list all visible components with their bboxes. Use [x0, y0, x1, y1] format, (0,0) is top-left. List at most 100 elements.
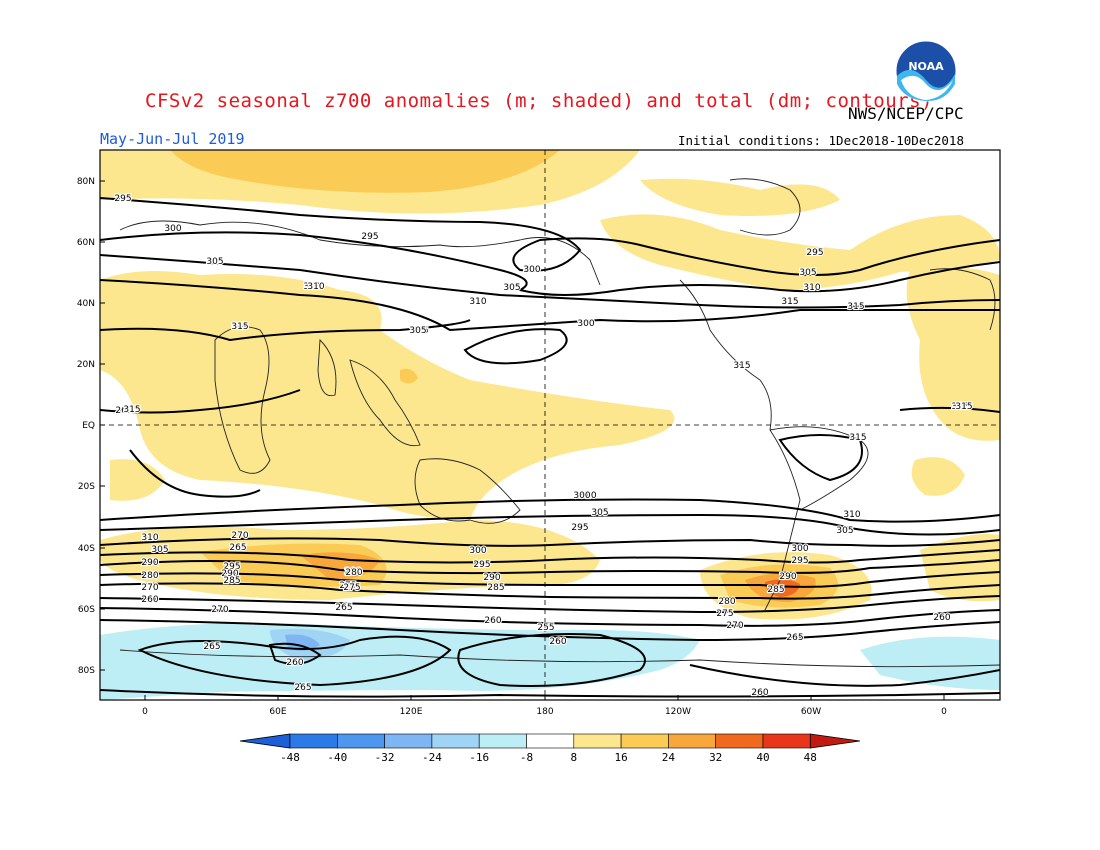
contour-label: 285 [223, 576, 240, 586]
contour-label: 270 [211, 605, 228, 615]
contour-label: 260 [286, 658, 303, 668]
contour-label: 305 [151, 545, 168, 555]
colorbar-label: 40 [756, 751, 769, 764]
colorbar-label: -48 [280, 751, 300, 764]
season-label: May-Jun-Jul 2019 [100, 130, 245, 148]
contour-label: 290 [779, 572, 796, 582]
contour-label: 260 [549, 637, 566, 647]
lat-tick-label: 20S [78, 482, 95, 492]
contour-label: 265 [294, 683, 311, 693]
contour-label: 300 [469, 546, 486, 556]
contour-label: 290 [221, 569, 238, 579]
lat-tick-label: 80S [78, 666, 95, 676]
contour-label: 275 [339, 581, 356, 591]
noaa-logo-icon: NOAA [895, 40, 957, 102]
contour-label: 295 [223, 562, 240, 572]
colorbar-swatch [478, 733, 527, 749]
contour-label: 305 [409, 326, 426, 336]
contour-label: 275 [343, 583, 360, 593]
contour-label: 310 [579, 491, 596, 501]
contour-label: 300 [523, 265, 540, 275]
contour-label: 315 [955, 402, 972, 412]
contour-label: 300 [791, 544, 808, 554]
colorbar-label: 8 [570, 751, 577, 764]
lon-tick-label: 120W [665, 707, 691, 717]
initial-conditions-label: Initial conditions: 1Dec2018-10Dec2018 [678, 133, 964, 148]
contour-label: 310 [303, 282, 320, 292]
noaa-logo-text: NOAA [908, 60, 944, 73]
contour-label: 280 [141, 571, 158, 581]
latitude-axis: 80N 60N 40N 20N EQ 20S 40S 60S 80S [77, 177, 105, 676]
contour-label: 315 [231, 322, 248, 332]
contour-label: 270 [141, 583, 158, 593]
lon-tick-label: 60W [801, 707, 821, 717]
lon-tick-label: 60E [269, 707, 286, 717]
lon-tick-label: 0 [142, 707, 148, 717]
geopotential-contours [100, 197, 1000, 698]
lon-tick-label: 0 [941, 707, 947, 717]
contour-label: 295 [791, 556, 808, 566]
contour-label: 260 [115, 406, 132, 416]
colorbar-label: -8 [520, 751, 533, 764]
contour-label: 295 [361, 232, 378, 242]
colorbar-label: -40 [327, 751, 347, 764]
contour-label: 270 [726, 621, 743, 631]
contour-label: 260 [933, 613, 950, 623]
colorbar-swatch [715, 733, 764, 749]
contour-label: 285 [767, 585, 784, 595]
contour-label: 315 [123, 405, 140, 415]
contour-label: 305 [206, 257, 223, 267]
contour-label: 260 [141, 595, 158, 605]
contour-label: 315 [411, 326, 428, 336]
contour-label: 305 [836, 526, 853, 536]
chart-title: CFSv2 seasonal z700 anomalies (m; shaded… [145, 90, 933, 112]
colorbar-label: 48 [804, 751, 817, 764]
contour-label: 280 [344, 567, 361, 577]
contour-label: 315 [849, 433, 866, 443]
colorbar-label: -16 [469, 751, 489, 764]
contour-label: 295 [806, 248, 823, 258]
contour-label: 305 [799, 268, 816, 278]
colorbar-arrow-right [809, 733, 861, 749]
contour-label: 265 [335, 603, 352, 613]
lat-tick-label: 40N [77, 299, 95, 309]
contour-label: 300 [573, 491, 590, 501]
contour-label: 310 [141, 533, 158, 543]
contour-label: 260 [484, 616, 501, 626]
colorbar-swatch [336, 733, 385, 749]
colorbar-arrow-left [239, 733, 291, 749]
contour-label: 285 [487, 583, 504, 593]
contour-label: 315 [847, 302, 864, 312]
contour-label: 315 [733, 361, 750, 371]
lat-tick-label: 80N [77, 177, 95, 187]
lat-tick-label: EQ [82, 421, 95, 431]
colorbar-swatch [762, 733, 811, 749]
contour-label: 310 [469, 297, 486, 307]
contour-label: 265 [229, 543, 246, 553]
contour-label: 260 [751, 688, 768, 698]
contour-label: 265 [203, 642, 220, 652]
colorbar-label: -32 [375, 751, 395, 764]
contour-label: 275 [716, 609, 733, 619]
colorbar-swatch [526, 733, 575, 749]
contour-label: 310 [307, 282, 324, 292]
contour-label: 280 [345, 568, 362, 578]
lon-tick-label: 120E [400, 707, 423, 717]
colorbar-label: -24 [422, 751, 442, 764]
contour-label: 300 [577, 319, 594, 329]
lat-tick-label: 40S [78, 544, 95, 554]
contour-label: 315 [781, 297, 798, 307]
colorbar-swatch [289, 733, 338, 749]
contour-label: 255 [537, 623, 554, 633]
colorbar-label: 32 [709, 751, 722, 764]
contour-label-layer: 2953003053103152953003053103153002953053… [113, 193, 973, 699]
colorbar-swatch [573, 733, 622, 749]
contour-label: 295 [473, 560, 490, 570]
coastlines [119, 178, 1000, 668]
contour-label: 305 [503, 283, 520, 293]
colorbar-swatch [384, 733, 433, 749]
colorbar-label: 24 [662, 751, 676, 764]
contour-label: 305 [591, 508, 608, 518]
contour-label: 310 [843, 510, 860, 520]
